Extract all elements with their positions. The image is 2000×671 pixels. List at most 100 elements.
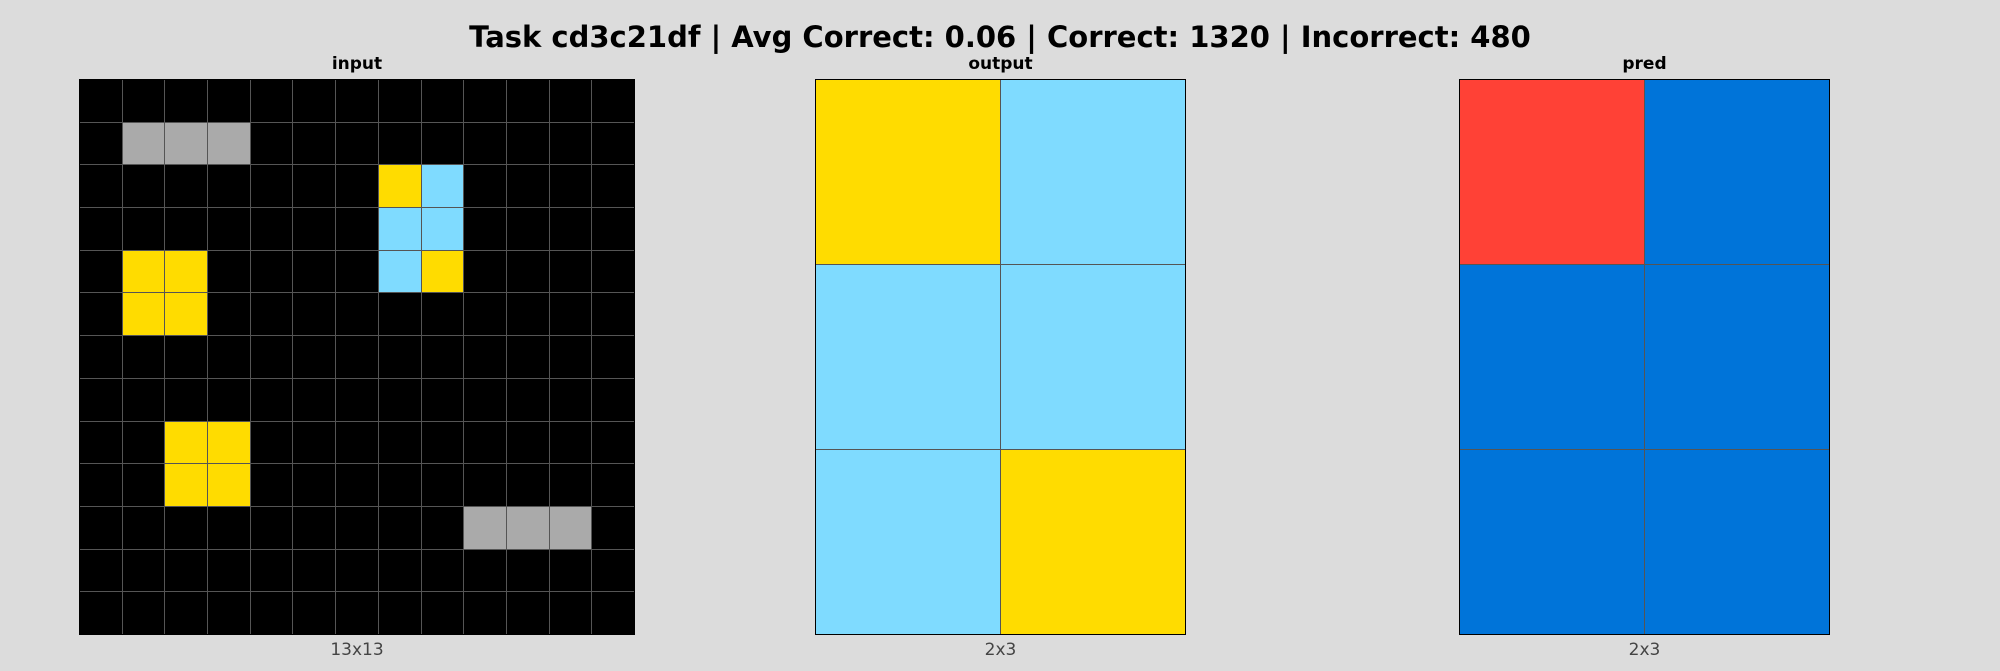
input-cell bbox=[293, 80, 336, 122]
input-cell bbox=[293, 421, 336, 464]
input-cell bbox=[80, 378, 122, 421]
input-cell bbox=[122, 549, 165, 592]
input-cell bbox=[293, 293, 336, 336]
input-cell bbox=[506, 464, 549, 506]
input-cell bbox=[80, 80, 122, 122]
input-cell bbox=[80, 592, 122, 634]
input-cell bbox=[336, 80, 378, 122]
input-cell bbox=[592, 421, 634, 464]
input-cell bbox=[208, 464, 250, 506]
input-cell bbox=[464, 549, 506, 592]
input-cell bbox=[378, 421, 421, 464]
input-cell bbox=[506, 293, 549, 336]
input-cell bbox=[336, 592, 378, 634]
input-cell bbox=[421, 293, 464, 336]
input-cell bbox=[293, 464, 336, 506]
input-cell bbox=[378, 80, 421, 122]
input-cell bbox=[336, 378, 378, 421]
input-cell bbox=[378, 250, 421, 293]
input-cell bbox=[208, 549, 250, 592]
output-cell bbox=[1001, 450, 1185, 634]
input-cell bbox=[80, 549, 122, 592]
input-cell bbox=[250, 208, 293, 250]
output-grid bbox=[815, 79, 1186, 635]
input-cell bbox=[250, 421, 293, 464]
input-cell bbox=[464, 250, 506, 293]
input-cell bbox=[250, 506, 293, 549]
input-cell bbox=[336, 336, 378, 378]
input-cell bbox=[336, 549, 378, 592]
input-cell bbox=[378, 293, 421, 336]
input-cell bbox=[250, 122, 293, 165]
input-cell bbox=[208, 80, 250, 122]
input-cell bbox=[165, 165, 208, 208]
input-cell bbox=[250, 378, 293, 421]
input-cell bbox=[378, 592, 421, 634]
input-cell bbox=[549, 80, 592, 122]
input-cell bbox=[122, 293, 165, 336]
input-cell bbox=[421, 165, 464, 208]
input-cell bbox=[80, 421, 122, 464]
input-cell bbox=[250, 592, 293, 634]
input-cell bbox=[592, 378, 634, 421]
input-cell bbox=[378, 336, 421, 378]
input-cell bbox=[250, 80, 293, 122]
pred-grid bbox=[1459, 79, 1830, 635]
input-cell bbox=[165, 549, 208, 592]
figure-title: Task cd3c21df | Avg Correct: 0.06 | Corr… bbox=[469, 20, 1531, 54]
input-cell bbox=[80, 208, 122, 250]
input-cell bbox=[549, 421, 592, 464]
output-cell bbox=[816, 450, 1000, 634]
input-cell bbox=[421, 208, 464, 250]
input-cell bbox=[549, 592, 592, 634]
input-cell bbox=[592, 80, 634, 122]
input-cell bbox=[208, 122, 250, 165]
input-cell bbox=[464, 293, 506, 336]
output-panel-title: output bbox=[968, 54, 1033, 74]
input-cell bbox=[293, 592, 336, 634]
pred-cell bbox=[1460, 80, 1644, 264]
input-cell bbox=[464, 336, 506, 378]
input-cell bbox=[122, 208, 165, 250]
input-cell bbox=[208, 506, 250, 549]
input-cell bbox=[208, 250, 250, 293]
input-cell bbox=[208, 208, 250, 250]
input-cell bbox=[165, 421, 208, 464]
output-cell bbox=[1001, 265, 1185, 449]
pred-cell bbox=[1645, 450, 1829, 634]
input-cell bbox=[293, 208, 336, 250]
input-cell bbox=[549, 336, 592, 378]
input-cell bbox=[421, 250, 464, 293]
input-cell bbox=[464, 464, 506, 506]
input-cell bbox=[592, 293, 634, 336]
input-cell bbox=[506, 208, 549, 250]
input-cell bbox=[592, 592, 634, 634]
input-cell bbox=[464, 421, 506, 464]
input-cell bbox=[506, 592, 549, 634]
input-panel-title: input bbox=[331, 54, 383, 74]
input-cell bbox=[378, 208, 421, 250]
input-cell bbox=[80, 506, 122, 549]
input-cell bbox=[592, 165, 634, 208]
input-cell bbox=[208, 165, 250, 208]
input-cell bbox=[421, 378, 464, 421]
input-cell bbox=[421, 421, 464, 464]
input-cell bbox=[336, 250, 378, 293]
input-cell bbox=[293, 378, 336, 421]
input-cell bbox=[336, 506, 378, 549]
input-cell bbox=[464, 122, 506, 165]
input-cell bbox=[122, 592, 165, 634]
input-cell bbox=[378, 122, 421, 165]
input-cell bbox=[250, 336, 293, 378]
input-cell bbox=[122, 378, 165, 421]
input-cell bbox=[165, 250, 208, 293]
input-cell bbox=[378, 549, 421, 592]
input-cell bbox=[421, 336, 464, 378]
input-cell bbox=[464, 506, 506, 549]
pred-cell bbox=[1460, 450, 1644, 634]
input-cell bbox=[378, 464, 421, 506]
input-cell bbox=[421, 80, 464, 122]
input-cell bbox=[592, 549, 634, 592]
input-cell bbox=[250, 165, 293, 208]
input-cell bbox=[421, 122, 464, 165]
